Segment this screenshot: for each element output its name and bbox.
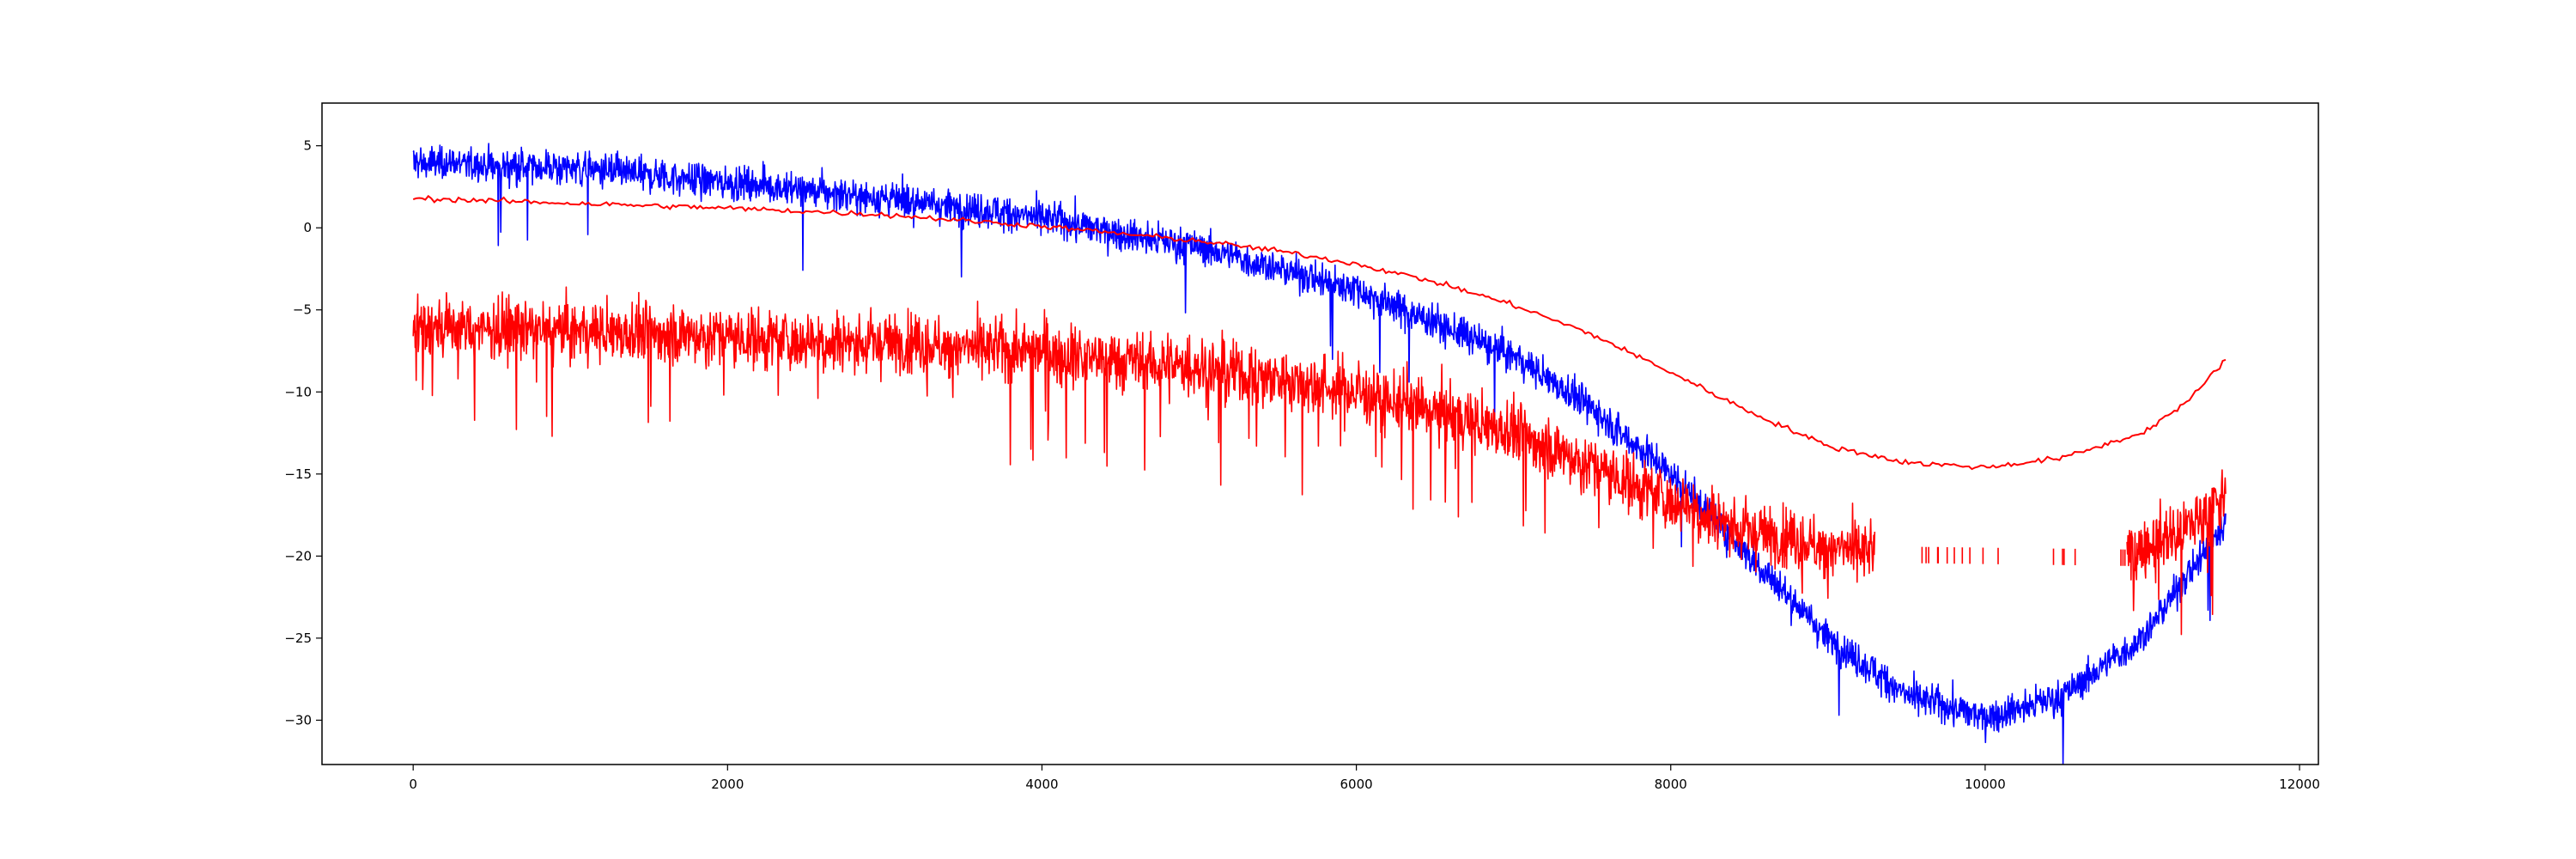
x-tick-label: 12000 — [2279, 777, 2320, 792]
y-tick-label: −15 — [284, 466, 312, 482]
y-tick-label: 0 — [303, 220, 312, 235]
y-tick-label: 5 — [303, 138, 312, 154]
x-tick-label: 4000 — [1025, 777, 1058, 792]
series-layer — [412, 143, 2227, 765]
series-1-noisy-line — [412, 286, 2227, 636]
x-tick-label: 10000 — [1965, 777, 2006, 792]
series-0-noisy-line — [412, 143, 2227, 765]
x-tick-label: 0 — [409, 777, 417, 792]
x-tick-label: 8000 — [1655, 777, 1687, 792]
y-tick-label: −20 — [284, 548, 312, 564]
plot-area-frame — [321, 102, 2319, 765]
y-axis: 5 0 −5 −10 −15 −20 −25 −30 — [284, 138, 322, 728]
x-tick-label: 2000 — [711, 777, 744, 792]
y-tick-label: −30 — [284, 712, 312, 728]
x-axis: 0 2000 4000 6000 8000 10000 12000 — [409, 765, 2320, 792]
y-tick-label: −10 — [284, 384, 312, 399]
y-tick-label: −5 — [293, 302, 312, 318]
series-2-smooth-line — [412, 194, 2227, 471]
x-tick-label: 6000 — [1340, 777, 1373, 792]
y-tick-label: −25 — [284, 631, 312, 646]
